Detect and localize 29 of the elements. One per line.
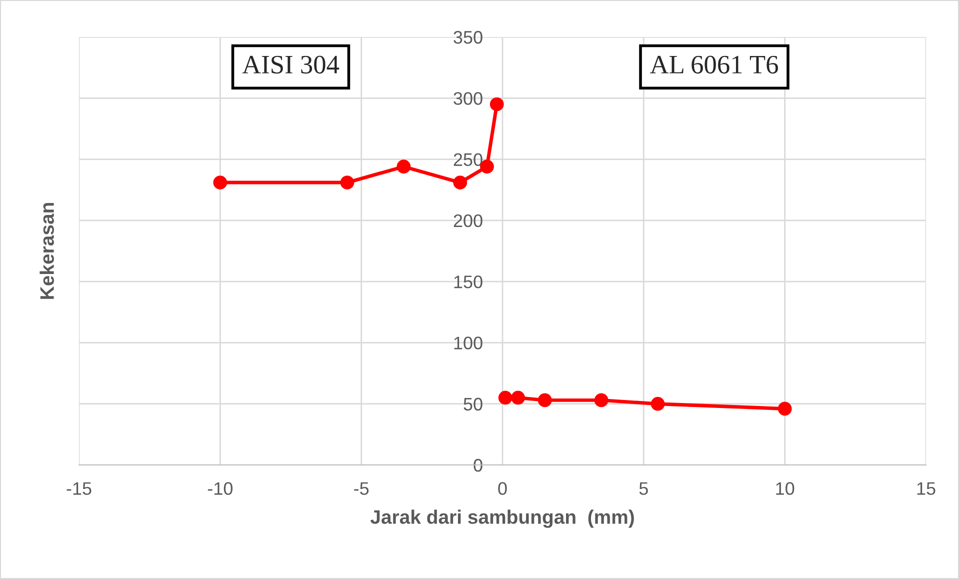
x-tick-label: 0 (498, 482, 507, 495)
y-tick-label: 100 (454, 336, 482, 350)
y-axis-title: Kekerasan (40, 203, 54, 299)
x-tick-label: 10 (776, 482, 794, 495)
x-axis-title: Jarak dari sambungan (mm) (370, 510, 634, 528)
y-tick-label: 150 (454, 276, 482, 288)
x-tick-label: -15 (66, 482, 92, 495)
point (511, 390, 525, 405)
point (650, 396, 665, 411)
point (490, 97, 504, 112)
point (340, 176, 354, 190)
x-tick-label: 15 (917, 482, 936, 495)
point (213, 176, 228, 190)
annotation: AISI 304 (242, 56, 340, 74)
y-tick-label: 250 (454, 153, 482, 166)
annotation: AL 6061 T6 (650, 56, 778, 74)
x-tick-label: -5 (354, 482, 369, 495)
point (498, 390, 512, 405)
point (594, 393, 608, 408)
point (778, 402, 792, 416)
y-tick-label: 300 (454, 92, 482, 105)
y-tick-label: 50 (464, 398, 482, 411)
point (396, 160, 411, 174)
y-tick-label: 200 (454, 214, 482, 228)
x-tick-label: 5 (639, 482, 648, 495)
y-tick-label: 350 (454, 30, 482, 44)
point (453, 176, 468, 190)
point (538, 393, 552, 408)
x-tick-label: -10 (208, 482, 233, 495)
